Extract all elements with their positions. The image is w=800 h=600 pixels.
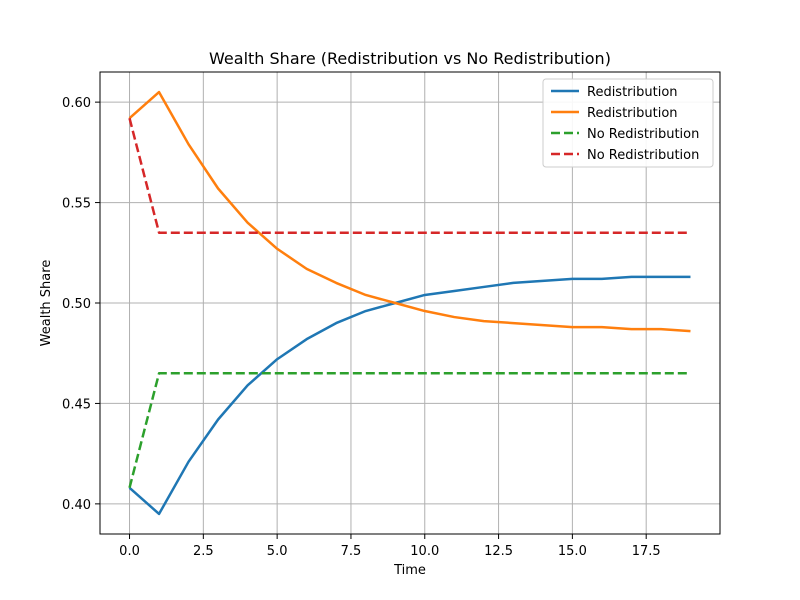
- x-axis-ticks: 0.0 2.5 5.0 7.5 10.0 12.5 15.0 17.5: [119, 534, 661, 559]
- legend-label: Redistribution: [587, 85, 678, 100]
- legend-label: Redistribution: [587, 106, 678, 121]
- y-axis-ticks: 0.40 0.45 0.50 0.55 0.60: [62, 96, 100, 513]
- x-tick-label: 10.0: [410, 544, 439, 559]
- y-tick-label: 0.60: [62, 96, 91, 111]
- x-tick-label: 5.0: [267, 544, 288, 559]
- y-tick-label: 0.55: [62, 197, 91, 212]
- x-tick-label: 15.0: [558, 544, 587, 559]
- series-lines: [128, 90, 691, 516]
- legend: Redistribution Redistribution No Redistrib…: [542, 78, 714, 168]
- series-line-4: [128, 117, 691, 234]
- x-tick-label: 17.5: [632, 544, 661, 559]
- legend-label: No Redistribution: [587, 127, 699, 142]
- x-tick-label: 0.0: [119, 544, 140, 559]
- y-tick-label: 0.50: [62, 297, 91, 312]
- series-line-3: [128, 372, 691, 489]
- x-axis-label: Time: [393, 563, 426, 578]
- series-line-1: [128, 275, 691, 516]
- chart-title: Wealth Share (Redistribution vs No Redis…: [209, 49, 611, 68]
- x-tick-label: 12.5: [484, 544, 513, 559]
- y-tick-label: 0.40: [62, 498, 91, 513]
- x-tick-label: 2.5: [193, 544, 214, 559]
- y-axis-label: Wealth Share: [39, 260, 54, 347]
- x-tick-label: 7.5: [341, 544, 362, 559]
- y-tick-label: 0.45: [62, 397, 91, 412]
- legend-box: [542, 78, 714, 168]
- series-line-2: [128, 90, 691, 333]
- legend-label: No Redistribution: [587, 148, 699, 163]
